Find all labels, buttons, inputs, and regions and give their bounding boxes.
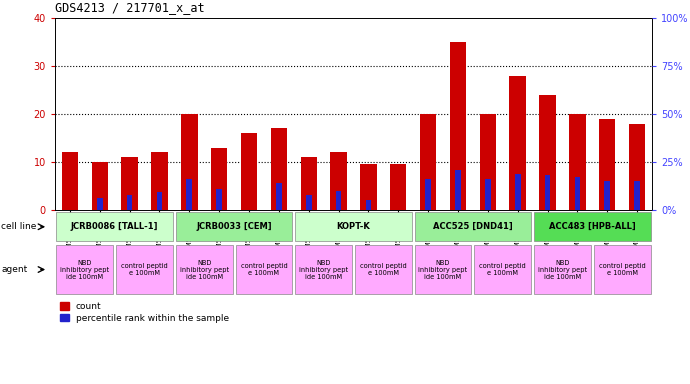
Bar: [534, 245, 591, 294]
Bar: [121, 157, 138, 210]
Text: control peptid
e 100mM: control peptid e 100mM: [360, 263, 406, 276]
Bar: [415, 245, 471, 294]
Bar: [634, 181, 640, 210]
Bar: [355, 245, 412, 294]
Bar: [360, 164, 377, 210]
Bar: [540, 95, 555, 210]
Bar: [594, 245, 651, 294]
Text: NBD
inhibitory pept
ide 100mM: NBD inhibitory pept ide 100mM: [179, 260, 229, 280]
Bar: [92, 162, 108, 210]
Text: KOPT-K: KOPT-K: [337, 222, 371, 231]
Bar: [57, 212, 173, 242]
Bar: [544, 175, 551, 210]
Bar: [295, 245, 352, 294]
Bar: [629, 124, 645, 210]
Bar: [475, 245, 531, 294]
Bar: [336, 191, 342, 210]
Bar: [295, 212, 412, 242]
Text: agent: agent: [1, 265, 28, 274]
Bar: [509, 76, 526, 210]
Bar: [97, 199, 103, 210]
Text: NBD
inhibitory pept
ide 100mM: NBD inhibitory pept ide 100mM: [60, 260, 110, 280]
Bar: [306, 195, 312, 210]
Bar: [604, 181, 610, 210]
Bar: [116, 245, 173, 294]
Text: ACC525 [DND41]: ACC525 [DND41]: [433, 222, 513, 231]
Bar: [480, 114, 496, 210]
Bar: [211, 147, 228, 210]
Text: control peptid
e 100mM: control peptid e 100mM: [599, 263, 646, 276]
Text: GDS4213 / 217701_x_at: GDS4213 / 217701_x_at: [55, 1, 205, 14]
Text: control peptid
e 100mM: control peptid e 100mM: [480, 263, 526, 276]
Bar: [301, 157, 317, 210]
Text: cell line: cell line: [1, 222, 37, 231]
Bar: [276, 183, 282, 210]
Bar: [235, 245, 293, 294]
Bar: [216, 189, 222, 210]
Bar: [151, 152, 168, 210]
Bar: [599, 119, 615, 210]
Legend: count, percentile rank within the sample: count, percentile rank within the sample: [59, 302, 229, 323]
Text: NBD
inhibitory pept
ide 100mM: NBD inhibitory pept ide 100mM: [419, 260, 468, 280]
Text: ACC483 [HPB-ALL]: ACC483 [HPB-ALL]: [549, 222, 635, 231]
Text: control peptid
e 100mM: control peptid e 100mM: [241, 263, 287, 276]
Bar: [450, 42, 466, 210]
Bar: [57, 245, 113, 294]
Text: NBD
inhibitory pept
ide 100mM: NBD inhibitory pept ide 100mM: [538, 260, 587, 280]
Bar: [575, 177, 580, 210]
Bar: [157, 192, 162, 210]
Bar: [366, 200, 371, 210]
Bar: [425, 179, 431, 210]
Bar: [331, 152, 347, 210]
Bar: [420, 114, 436, 210]
Text: JCRB0086 [TALL-1]: JCRB0086 [TALL-1]: [71, 222, 159, 231]
Bar: [127, 195, 132, 210]
Text: control peptid
e 100mM: control peptid e 100mM: [121, 263, 168, 276]
Bar: [569, 114, 586, 210]
Bar: [415, 212, 531, 242]
Bar: [390, 164, 406, 210]
Bar: [485, 179, 491, 210]
Text: JCRB0033 [CEM]: JCRB0033 [CEM]: [196, 222, 272, 231]
Bar: [186, 179, 193, 210]
Bar: [534, 212, 651, 242]
Bar: [181, 114, 197, 210]
Bar: [176, 245, 233, 294]
Bar: [270, 128, 287, 210]
Bar: [176, 212, 293, 242]
Text: NBD
inhibitory pept
ide 100mM: NBD inhibitory pept ide 100mM: [299, 260, 348, 280]
Bar: [455, 170, 461, 210]
Bar: [241, 133, 257, 210]
Bar: [61, 152, 78, 210]
Bar: [515, 174, 520, 210]
